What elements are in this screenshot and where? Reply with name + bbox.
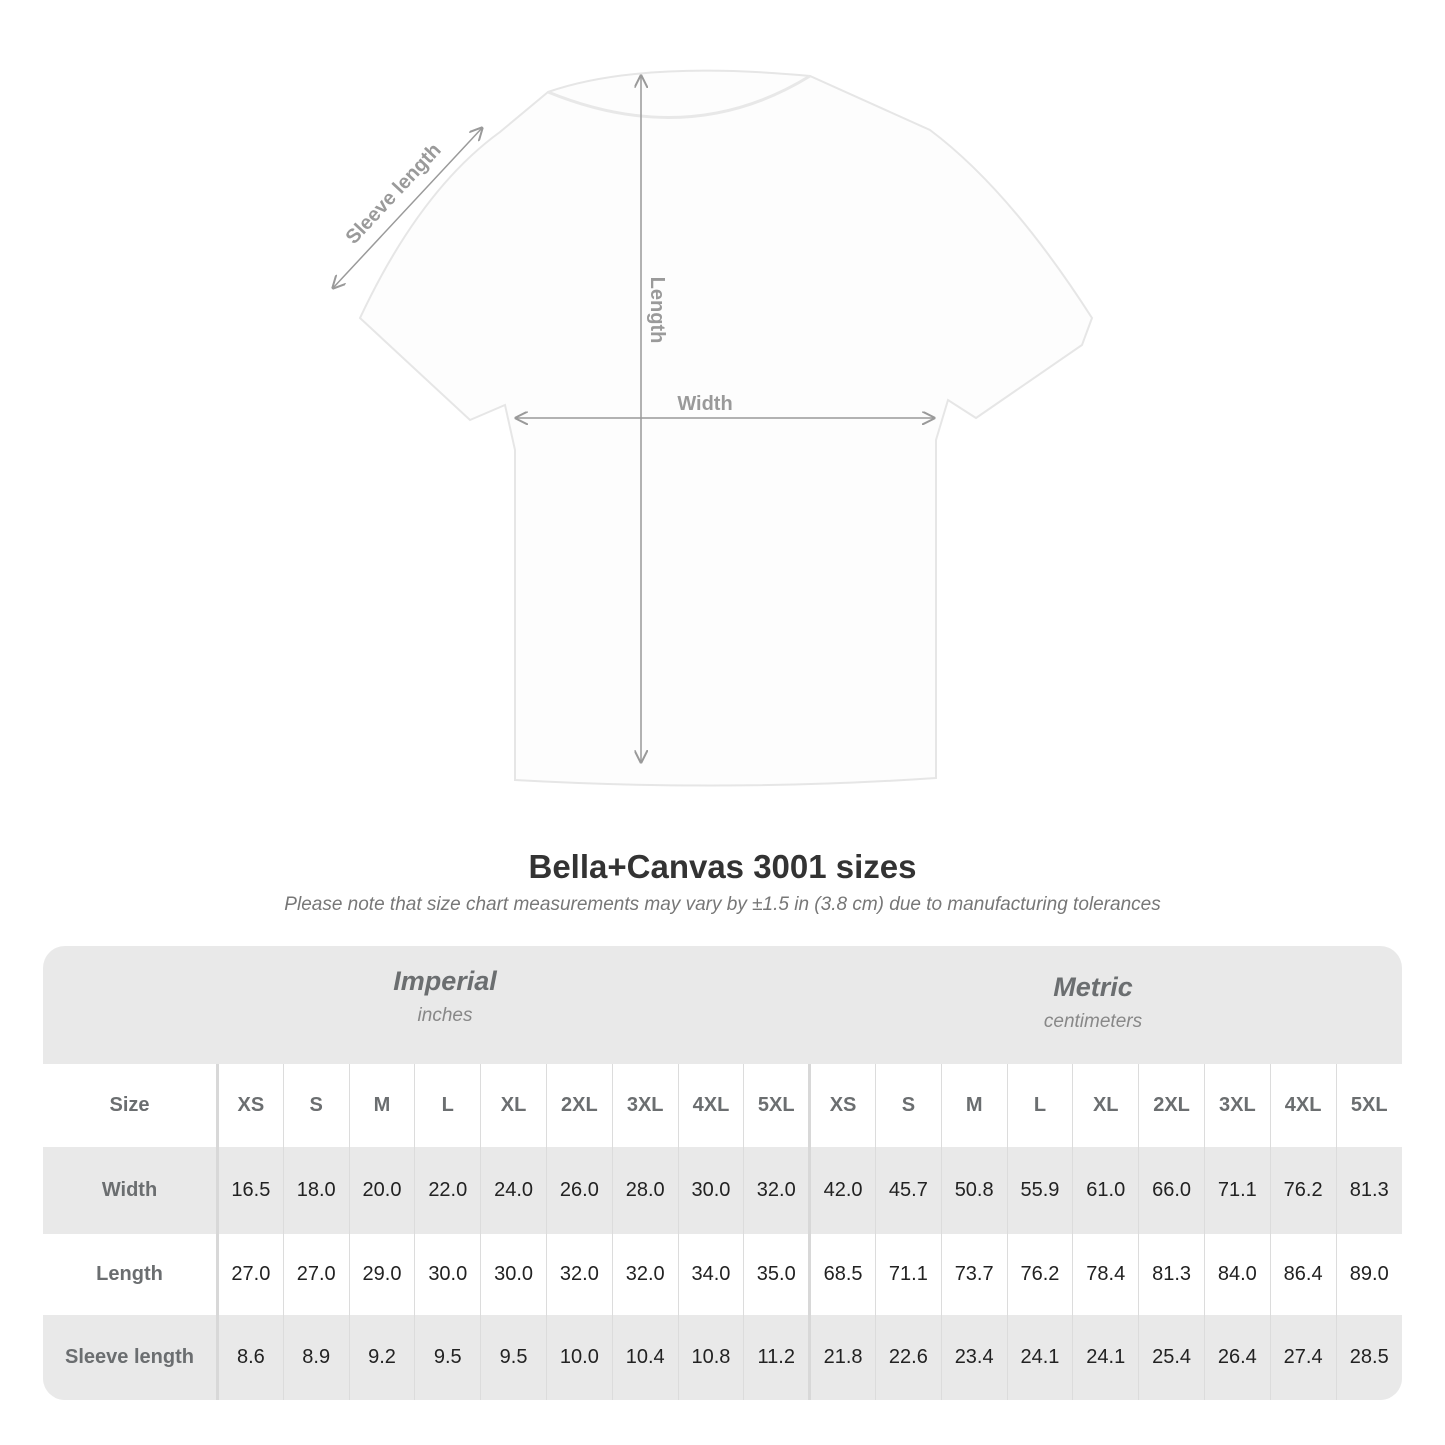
imperial-value-cell: 22.0: [414, 1147, 481, 1234]
metric-value-cell: 68.5: [808, 1234, 876, 1315]
metric-size-header: M: [940, 1064, 1008, 1147]
metric-value-cell: 78.4: [1072, 1234, 1139, 1315]
row-label: Width: [43, 1147, 219, 1234]
imperial-size-header: 3XL: [611, 1064, 679, 1147]
imperial-size-header: M: [348, 1064, 415, 1147]
metric-value-cell: 81.3: [1335, 1147, 1402, 1234]
width-label: Width: [677, 393, 732, 415]
imperial-value-cell: 10.8: [677, 1315, 744, 1400]
imperial-value-cell: 9.2: [348, 1315, 415, 1400]
metric-unit: centimeters: [1043, 1011, 1143, 1032]
metric-size-header: L: [1006, 1064, 1073, 1147]
imperial-value-cell: 9.5: [414, 1315, 481, 1400]
imperial-value-cell: 24.0: [480, 1147, 547, 1234]
metric-value-cell: 73.7: [940, 1234, 1008, 1315]
imperial-size-header: L: [414, 1064, 481, 1147]
metric-value-cell: 23.4: [940, 1315, 1008, 1400]
metric-value-cell: 81.3: [1138, 1234, 1205, 1315]
imperial-value-cell: 11.2: [743, 1315, 810, 1400]
metric-value-cell: 61.0: [1072, 1147, 1139, 1234]
metric-value-cell: 84.0: [1203, 1234, 1271, 1315]
metric-value-cell: 42.0: [808, 1147, 876, 1234]
collar: [547, 74, 811, 119]
metric-value-cell: 76.2: [1006, 1234, 1073, 1315]
metric-value-cell: 45.7: [874, 1147, 942, 1234]
size-table-container: Imperial inches Metric centimeters Size X…: [43, 946, 1402, 1400]
imperial-value-cell: 26.0: [545, 1147, 613, 1234]
table-row: Sleeve length 8.6 8.9 9.2 9.5 9.5 10.0 10.4 10.8…: [43, 1315, 1402, 1400]
metric-value-cell: 27.4: [1269, 1315, 1337, 1400]
metric-value-cell: 89.0: [1335, 1234, 1402, 1315]
metric-size-header: XS: [808, 1064, 876, 1147]
imperial-size-header: XS: [217, 1064, 284, 1147]
size-label: Size: [43, 1064, 219, 1147]
metric-size-header: 2XL: [1138, 1064, 1205, 1147]
imperial-value-cell: 27.0: [217, 1234, 284, 1315]
metric-value-cell: 86.4: [1269, 1234, 1337, 1315]
imperial-value-cell: 27.0: [282, 1234, 350, 1315]
imperial-value-cell: 32.0: [611, 1234, 679, 1315]
metric-value-cell: 55.9: [1006, 1147, 1073, 1234]
imperial-value-cell: 8.6: [217, 1315, 284, 1400]
row-label: Length: [43, 1234, 219, 1315]
sleeve-length-arrow: [333, 128, 482, 288]
imperial-value-cell: 30.0: [677, 1147, 744, 1234]
imperial-value-cell: 9.5: [480, 1315, 547, 1400]
imperial-value-cell: 34.0: [677, 1234, 744, 1315]
metric-size-header: S: [874, 1064, 942, 1147]
imperial-title: Imperial: [393, 966, 497, 996]
tshirt-shape: [358, 69, 1094, 787]
metric-value-cell: 66.0: [1138, 1147, 1205, 1234]
imperial-value-cell: 16.5: [217, 1147, 284, 1234]
metric-value-cell: 25.4: [1138, 1315, 1205, 1400]
imperial-value-cell: 32.0: [743, 1147, 810, 1234]
imperial-value-cell: 30.0: [414, 1234, 481, 1315]
imperial-size-header: S: [282, 1064, 350, 1147]
metric-size-header: 5XL: [1335, 1064, 1402, 1147]
imperial-unit: inches: [417, 1005, 473, 1026]
imperial-size-header: 5XL: [743, 1064, 810, 1147]
imperial-header: Imperial inches: [245, 966, 645, 1027]
tshirt-diagram: Sleeve length Length Width: [0, 69, 1094, 787]
imperial-size-header: 2XL: [545, 1064, 613, 1147]
metric-value-cell: 50.8: [940, 1147, 1008, 1234]
metric-value-cell: 76.2: [1269, 1147, 1337, 1234]
metric-value-cell: 71.1: [1203, 1147, 1271, 1234]
imperial-value-cell: 29.0: [348, 1234, 415, 1315]
size-table: Size XS S M L XL 2XL 3XL 4XL 5XL XS S M L XL 2XL 3XL 4XL 5…: [43, 1064, 1402, 1400]
metric-size-header: 3XL: [1203, 1064, 1271, 1147]
metric-value-cell: 24.1: [1072, 1315, 1139, 1400]
imperial-value-cell: 28.0: [611, 1147, 679, 1234]
metric-value-cell: 28.5: [1335, 1315, 1402, 1400]
length-label: Length: [646, 277, 668, 344]
metric-size-header: 4XL: [1269, 1064, 1337, 1147]
imperial-value-cell: 32.0: [545, 1234, 613, 1315]
metric-value-cell: 71.1: [874, 1234, 942, 1315]
imperial-size-header: XL: [480, 1064, 547, 1147]
metric-header: Metric centimeters: [893, 972, 1293, 1033]
table-row: Length 27.0 27.0 29.0 30.0 30.0 32.0 32.0 34.0 35…: [43, 1234, 1402, 1315]
metric-value-cell: 24.1: [1006, 1315, 1073, 1400]
metric-value-cell: 26.4: [1203, 1315, 1271, 1400]
imperial-value-cell: 35.0: [743, 1234, 810, 1315]
imperial-size-header: 4XL: [677, 1064, 744, 1147]
imperial-value-cell: 20.0: [348, 1147, 415, 1234]
metric-size-header: XL: [1072, 1064, 1139, 1147]
imperial-value-cell: 30.0: [480, 1234, 547, 1315]
metric-value-cell: 21.8: [808, 1315, 876, 1400]
imperial-value-cell: 10.0: [545, 1315, 613, 1400]
chart-subtitle: Please note that size chart measurements…: [284, 894, 1161, 915]
imperial-value-cell: 8.9: [282, 1315, 350, 1400]
metric-value-cell: 22.6: [874, 1315, 942, 1400]
size-header-row: Size XS S M L XL 2XL 3XL 4XL 5XL XS S M L XL 2XL 3XL 4XL 5…: [43, 1064, 1402, 1147]
table-row: Width 16.5 18.0 20.0 22.0 24.0 26.0 28.0 30.0 32.…: [43, 1147, 1402, 1234]
metric-title: Metric: [1053, 972, 1133, 1002]
row-label: Sleeve length: [43, 1315, 219, 1400]
imperial-value-cell: 18.0: [282, 1147, 350, 1234]
imperial-value-cell: 10.4: [611, 1315, 679, 1400]
chart-title: Bella+Canvas 3001 sizes: [528, 848, 917, 885]
